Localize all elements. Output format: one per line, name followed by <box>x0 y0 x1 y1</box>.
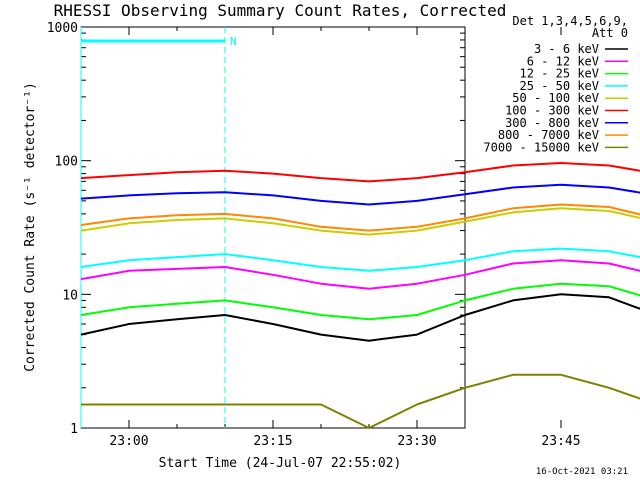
legend-label: 7000 - 15000 keV <box>483 140 599 154</box>
y-tick-label: 10 <box>62 288 78 303</box>
legend-label: 800 - 7000 keV <box>498 128 599 142</box>
series-line-7 <box>80 203 640 232</box>
y-tick-label: 1 <box>70 422 78 437</box>
annotations: NF <box>80 27 237 428</box>
series-line-4 <box>80 207 640 236</box>
x-tick-label: 23:00 <box>109 434 148 449</box>
legend-label: 300 - 800 keV <box>505 116 599 130</box>
series-line-0 <box>80 293 640 342</box>
legend-header-line1: Det 1,3,4,5,6,9, <box>512 14 628 28</box>
y-tick-label: 1000 <box>47 21 78 36</box>
y-tick-label: 100 <box>55 155 78 170</box>
x-axis-label: Start Time (24-Jul-07 22:55:02) <box>159 456 402 471</box>
legend-label: 3 - 6 keV <box>534 42 599 56</box>
x-tick-label: 23:15 <box>253 434 292 449</box>
series-line-8 <box>81 373 640 429</box>
chart-title: RHESSI Observing Summary Count Rates, Co… <box>54 1 507 20</box>
series-line-2 <box>80 282 640 321</box>
x-tick-label: 23:45 <box>541 434 580 449</box>
night-label: N <box>230 35 237 48</box>
series-line-3 <box>80 247 640 272</box>
y-axis-label: Corrected Count Rate (s⁻¹ detector⁻¹) <box>23 82 38 372</box>
x-tick-label: 23:30 <box>397 434 436 449</box>
series-lines <box>80 162 640 429</box>
series-line-6 <box>80 183 640 206</box>
y-axis-ticks: 1 10 100 1000 <box>47 21 465 437</box>
legend-header-line2: Att 0 <box>592 26 628 40</box>
legend-label: 25 - 50 keV <box>520 79 599 93</box>
series-line-1 <box>80 259 640 290</box>
legend-label: 100 - 300 keV <box>505 104 599 118</box>
generation-timestamp: 16-Oct-2021 03:21 <box>536 467 628 477</box>
series-line-5 <box>80 162 640 183</box>
legend-label: 6 - 12 keV <box>527 54 599 68</box>
legend-label: 12 - 25 keV <box>520 67 599 81</box>
legend-label: 50 - 100 keV <box>512 91 599 105</box>
